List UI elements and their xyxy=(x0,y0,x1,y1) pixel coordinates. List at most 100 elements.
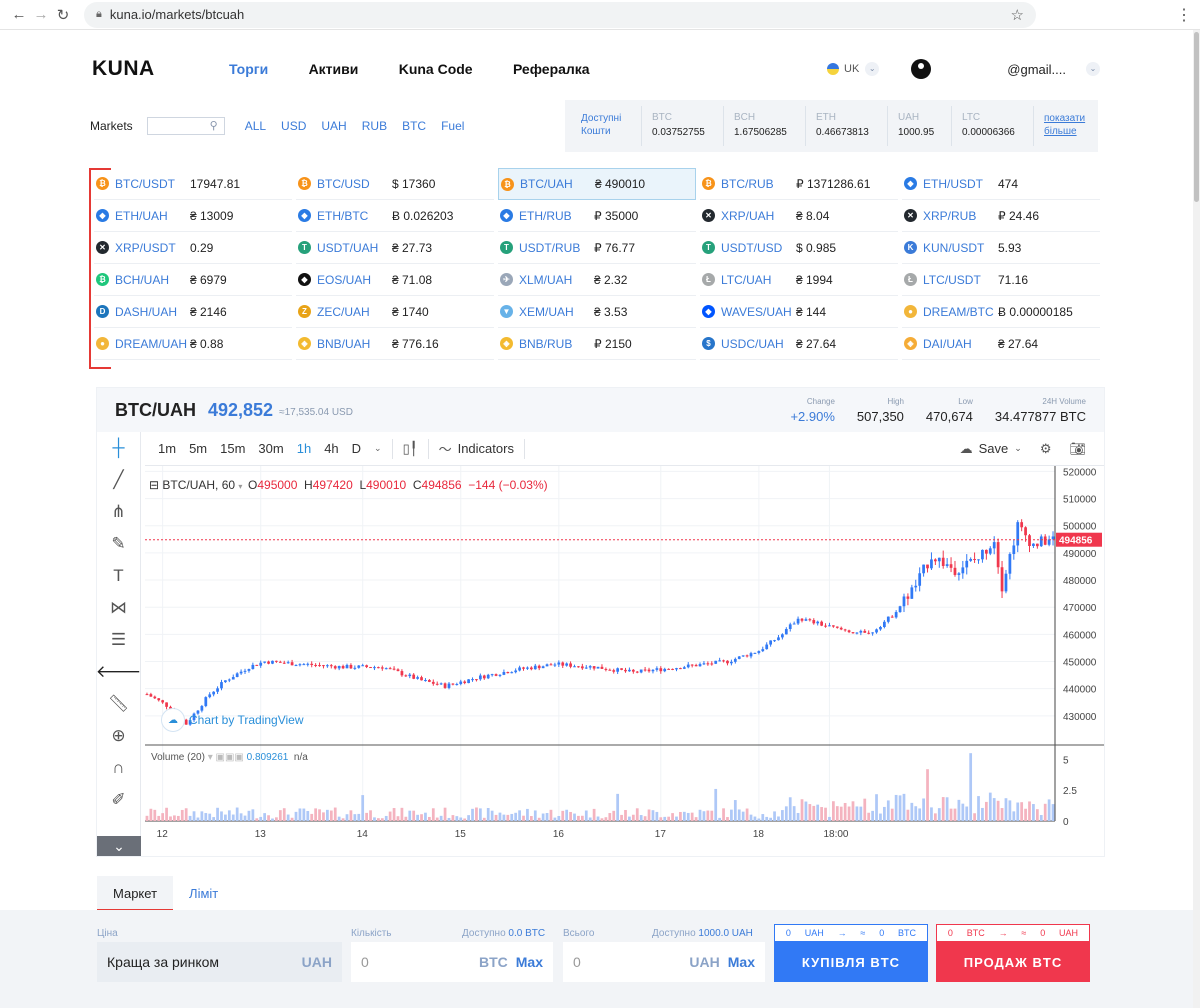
indicators-button[interactable]: Indicators xyxy=(457,441,514,456)
nav-kuna-code[interactable]: Kuna Code xyxy=(398,61,473,77)
bookmark-star-icon[interactable]: ☆ xyxy=(1010,6,1024,24)
total-input[interactable]: 0 UAH Max xyxy=(563,942,765,982)
market-pair[interactable]: ₿ BTC/UAH ₴ 490010 xyxy=(498,168,696,200)
candle-style-icon[interactable]: ▯╿ xyxy=(402,440,418,456)
timeframe-30m[interactable]: 30m xyxy=(258,441,284,456)
nav-referral[interactable]: Реферaлка xyxy=(512,61,590,77)
markets-search-input[interactable]: ⚲ xyxy=(146,117,225,135)
market-pair[interactable]: ◆ ETH/BTC Ƀ 0.026203 xyxy=(296,200,494,232)
market-pair[interactable]: ₿ BTC/RUB ₽ 1371286.61 xyxy=(700,168,898,200)
timeframe-5m[interactable]: 5m xyxy=(189,441,208,456)
volume-bar xyxy=(412,810,416,821)
market-pair[interactable]: ₿ BTC/USDT 17947.81 xyxy=(94,168,292,200)
scrollbar-thumb[interactable] xyxy=(1194,32,1199,202)
nav-trade[interactable]: Торги xyxy=(229,61,269,77)
market-pair[interactable]: T USDT/USD $ 0.985 xyxy=(700,232,898,264)
tab-market[interactable]: Маркет xyxy=(97,876,174,912)
timeframe-1h[interactable]: 1h xyxy=(296,441,312,456)
filter-fuel[interactable]: Fuel xyxy=(441,119,465,133)
market-pair[interactable]: Ł LTC/UAH ₴ 1994 xyxy=(700,264,898,296)
timeframe-15m[interactable]: 15m xyxy=(220,441,246,456)
quantity-max-button[interactable]: Max xyxy=(515,954,543,970)
save-chevron-down-icon[interactable]: ⌄ xyxy=(1014,443,1022,453)
filter-rub[interactable]: RUB xyxy=(361,119,388,133)
market-pair[interactable]: ◆ ETH/USDT 474 xyxy=(902,168,1100,200)
timeframe-chevron-down-icon[interactable]: ⌄ xyxy=(374,443,382,453)
market-pair[interactable]: ₿ BCH/UAH ₴ 6979 xyxy=(94,264,292,296)
market-pair[interactable]: ● DREAM/BTC Ƀ 0.00000185 xyxy=(902,296,1100,328)
market-pair[interactable]: ◈ DAI/UAH ₴ 27.64 xyxy=(902,328,1100,360)
filter-btc[interactable]: BTC xyxy=(402,119,427,133)
market-pair[interactable]: $ USDC/UAH ₴ 27.64 xyxy=(700,328,898,360)
chart-symbol-chevron-icon[interactable]: ▾ xyxy=(238,482,245,491)
quantity-input[interactable]: 0 BTC Max xyxy=(351,942,553,982)
market-pair[interactable]: ◆ ETH/UAH ₴ 13009 xyxy=(94,200,292,232)
pitchfork-icon[interactable]: ⋔ xyxy=(111,502,126,521)
trend-line-icon[interactable]: ╱ xyxy=(113,470,124,489)
timeframe-4h[interactable]: 4h xyxy=(324,441,339,456)
tradingview-watermark[interactable]: ☁ Chart by TradingView xyxy=(161,708,304,732)
filter-usd[interactable]: USD xyxy=(281,119,307,133)
market-pair[interactable]: ◈ BNB/UAH ₴ 776.16 xyxy=(296,328,494,360)
brush-icon[interactable]: ✎ xyxy=(111,534,126,553)
market-pair[interactable]: K KUN/USDT 5.93 xyxy=(902,232,1100,264)
filter-uah[interactable]: UAH xyxy=(321,119,347,133)
nav-assets[interactable]: Активи xyxy=(308,61,359,77)
market-pair[interactable]: ◆ ETH/RUB ₽ 35000 xyxy=(498,200,696,232)
show-more-link[interactable]: показати більше xyxy=(1033,106,1097,146)
market-pair[interactable]: Z ZEC/UAH ₴ 1740 xyxy=(296,296,494,328)
market-pair[interactable]: T USDT/UAH ₴ 27.73 xyxy=(296,232,494,264)
market-pair[interactable]: ✕ XRP/USDT 0.29 xyxy=(94,232,292,264)
crosshair-icon[interactable]: ┼ xyxy=(112,438,125,457)
market-pairs: ₿ BTC/USDT 17947.81 ₿ BTC/USD $ 17360 ₿ BTC/UAH… xyxy=(90,168,1100,360)
language-selector[interactable]: UK ⌄ xyxy=(827,62,880,76)
timeframe-d[interactable]: D xyxy=(351,441,362,456)
camera-icon[interactable]: 📷︎ xyxy=(1069,440,1086,456)
forward-icon[interactable]: → xyxy=(33,6,49,23)
text-tool-icon[interactable]: T xyxy=(113,566,124,585)
filter-all[interactable]: ALL xyxy=(244,119,267,133)
market-pair[interactable]: ✕ XRP/RUB ₽ 24.46 xyxy=(902,200,1100,232)
back-icon[interactable]: ← xyxy=(11,6,27,23)
market-pair[interactable]: ◈ BNB/RUB ₽ 2150 xyxy=(498,328,696,360)
volume-controls-icon[interactable]: ▾ ▣▣▣ xyxy=(207,752,247,763)
market-pair[interactable]: ● DREAM/UAH ₴ 0.88 xyxy=(94,328,292,360)
timeframe-1m[interactable]: 1m xyxy=(158,441,177,456)
zoom-in-icon[interactable]: ⊕ xyxy=(111,726,126,745)
market-pair[interactable]: ✈ XLM/UAH ₴ 2.32 xyxy=(498,264,696,296)
chart-symbol[interactable]: ⊟ BTC/UAH, 60 xyxy=(149,478,236,492)
market-pair[interactable]: ◆ WAVES/UAH ₴ 144 xyxy=(700,296,898,328)
buy-button[interactable]: КУПІВЛЯ BTC xyxy=(774,942,928,982)
market-pair[interactable]: ✕ XRP/UAH ₴ 8.04 xyxy=(700,200,898,232)
kuna-logo[interactable]: KUNA xyxy=(92,57,155,80)
account-chevron-down-icon[interactable]: ⌄ xyxy=(1086,62,1100,76)
settings-gear-icon[interactable]: ⚙ xyxy=(1039,440,1052,456)
indicators-icon[interactable]: 〜 xyxy=(438,442,452,457)
market-pair[interactable]: ◆ EOS/UAH ₴ 71.08 xyxy=(296,264,494,296)
ruler-icon[interactable]: 📏︎ xyxy=(107,694,130,713)
reload-icon[interactable]: ↻ xyxy=(56,6,70,24)
market-pair[interactable]: ₿ BTC/USD $ 17360 xyxy=(296,168,494,200)
prediction-icon[interactable]: ☰ xyxy=(110,630,127,649)
save-button[interactable]: Save xyxy=(978,441,1009,456)
account-email[interactable]: @gmail.... xyxy=(1007,61,1066,77)
cloud-icon[interactable]: ☁ xyxy=(959,440,973,456)
lock-drawings-icon[interactable]: ✐ xyxy=(111,790,126,809)
sell-button[interactable]: ПРОДАЖ BTC xyxy=(936,942,1090,982)
browser-menu-icon[interactable]: ⋮ xyxy=(1176,6,1192,24)
market-pair[interactable]: ▼ XEM/UAH ₴ 3.53 xyxy=(498,296,696,328)
volume-bar xyxy=(781,810,784,821)
scrollbar[interactable] xyxy=(1193,30,1200,1008)
address-bar[interactable]: 🔒︎ kuna.io/markets/btcuah ☆ xyxy=(84,1,1036,28)
market-pair[interactable]: T USDT/RUB ₽ 76.77 xyxy=(498,232,696,264)
collapse-toolbar-icon[interactable]: ⌄ xyxy=(97,836,141,856)
back-arrow-icon[interactable]: 🡐 xyxy=(95,662,142,681)
magnet-icon[interactable]: ∩ xyxy=(112,758,125,777)
tab-limit[interactable]: Ліміт xyxy=(189,886,219,901)
pattern-icon[interactable]: ⋈ xyxy=(110,598,127,617)
user-avatar-icon[interactable] xyxy=(911,59,932,79)
market-pair[interactable]: Ł LTC/USDT 71.16 xyxy=(902,264,1100,296)
market-pair[interactable]: D DASH/UAH ₴ 2146 xyxy=(94,296,292,328)
total-max-button[interactable]: Max xyxy=(727,954,755,970)
candlestick-chart[interactable]: 520000 510000 500000 490000 480000 470000 4600… xyxy=(145,466,1104,856)
